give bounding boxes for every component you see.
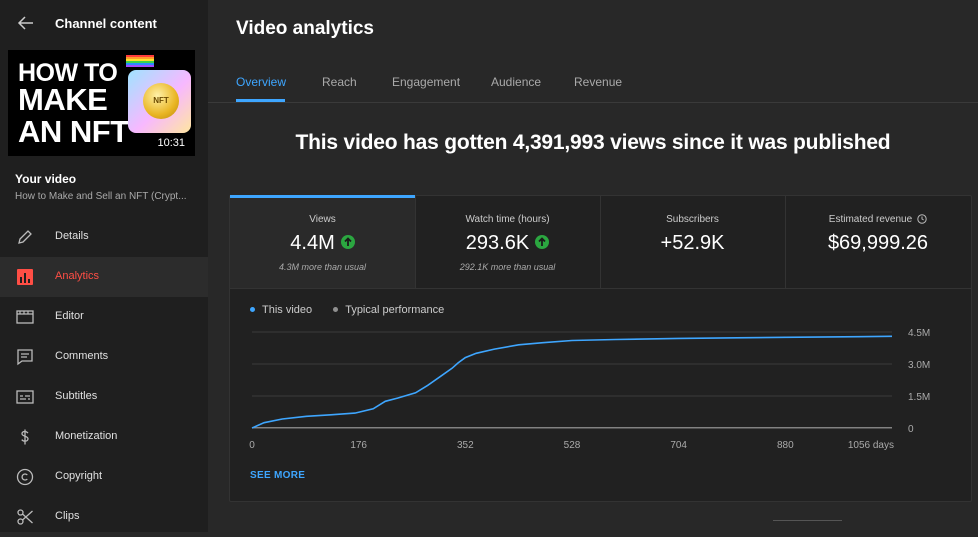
- tab-revenue[interactable]: Revenue: [574, 75, 623, 89]
- sidebar-item-label: Clips: [55, 510, 80, 522]
- tab-bar: Overview Reach Engagement Audience Reven…: [208, 60, 978, 103]
- back-row: Channel content: [0, 0, 208, 46]
- thumbnail-text-line2: MAKE: [18, 82, 108, 117]
- legend-typical: Typical performance: [333, 304, 444, 316]
- x-tick-label: 0: [249, 440, 255, 451]
- tab-audience[interactable]: Audience: [491, 75, 542, 89]
- analytics-icon: [17, 269, 33, 285]
- sidebar-item-label: Details: [55, 230, 89, 242]
- stat-label: Watch time (hours): [465, 214, 550, 225]
- sidebar-item-label: Copyright: [55, 470, 103, 482]
- sidebar: Channel content HOW TO MAKE AN NFT NFT 1…: [0, 0, 208, 532]
- sidebar-item-clips[interactable]: Clips: [0, 497, 208, 537]
- stat-label-row: Estimated revenue: [785, 214, 971, 225]
- sidebar-item-label: Monetization: [55, 430, 118, 442]
- editor-icon: [16, 310, 34, 324]
- channel-content-title: Channel content: [55, 16, 157, 31]
- x-tick-label: 528: [564, 440, 581, 451]
- video-thumbnail[interactable]: HOW TO MAKE AN NFT NFT 10:31: [8, 50, 195, 156]
- trend-up-icon: [340, 234, 355, 249]
- stat-subscribers[interactable]: Subscribers +52.9K: [600, 196, 786, 289]
- pencil-icon: [18, 230, 32, 244]
- tab-engagement[interactable]: Engagement: [392, 75, 461, 89]
- page-title: Video analytics: [236, 18, 374, 39]
- see-more-link[interactable]: SEE MORE: [250, 470, 306, 481]
- comments-icon: [17, 349, 33, 366]
- sidebar-item-analytics[interactable]: Analytics: [0, 257, 208, 297]
- stat-value: $69,999.26: [827, 232, 929, 254]
- thumbnail-text-line3: AN NFT: [18, 114, 129, 149]
- nft-coin-icon: NFT: [143, 83, 179, 119]
- views-line-chart: 0 1.5M 3.0M 4.5M 0 176 352 528 704 880 1056 days: [249, 328, 930, 451]
- tab-overview[interactable]: Overview: [236, 75, 287, 89]
- sidebar-item-details[interactable]: Details: [0, 217, 208, 257]
- stat-comparison: 292.1K more than usual: [459, 262, 556, 272]
- legend-dot-icon: [333, 306, 339, 312]
- rainbow-flag-icon: [126, 55, 154, 67]
- x-tick-label: 176: [350, 440, 367, 451]
- stat-views[interactable]: Views 4.4M 4.3M more than usual: [230, 195, 416, 289]
- legend-dot-icon: [250, 306, 255, 312]
- stat-value: 293.6K: [465, 232, 530, 254]
- sidebar-item-label: Comments: [55, 350, 109, 362]
- sidebar-item-label: Editor: [55, 310, 84, 322]
- nft-coin-card: NFT: [128, 70, 191, 133]
- x-tick-label: 1056 days: [848, 440, 894, 451]
- subtitles-icon: [16, 390, 34, 404]
- y-tick-label: 1.5M: [908, 392, 930, 403]
- x-tick-label: 352: [457, 440, 474, 451]
- video-title[interactable]: How to Make and Sell an NFT (Crypt...: [15, 191, 187, 202]
- stat-label: Estimated revenue: [828, 214, 913, 225]
- y-tick-label: 3.0M: [908, 360, 930, 371]
- trend-up-icon: [535, 234, 550, 249]
- y-tick-label: 0: [908, 424, 914, 435]
- sidebar-item-monetization[interactable]: Monetization: [0, 417, 208, 457]
- stat-value-row: 293.6K: [415, 232, 600, 255]
- tab-reach[interactable]: Reach: [322, 75, 357, 89]
- your-video-label: Your video: [15, 172, 77, 186]
- sidebar-item-copyright[interactable]: Copyright: [0, 457, 208, 497]
- active-tab-indicator: [236, 99, 285, 102]
- stat-watch-time[interactable]: Watch time (hours) 293.6K 292.1K more th…: [415, 196, 601, 289]
- stat-label: Subscribers: [666, 214, 719, 225]
- legend-label: This video: [262, 304, 313, 316]
- sidebar-item-label: Subtitles: [55, 390, 98, 402]
- x-tick-label: 880: [777, 440, 794, 451]
- video-duration: 10:31: [153, 136, 189, 150]
- stat-value-row: 4.4M: [230, 232, 415, 255]
- selected-stat-indicator: [230, 195, 415, 198]
- scroll-handle[interactable]: [773, 520, 842, 521]
- y-tick-label: 4.5M: [908, 328, 930, 339]
- thumbnail-text-line1: HOW TO: [18, 59, 118, 87]
- stat-value: +52.9K: [660, 232, 725, 254]
- stat-label: Views: [309, 214, 336, 225]
- analytics-card: Views 4.4M 4.3M more than usual Watch ti…: [229, 195, 972, 502]
- stat-value: 4.4M: [290, 232, 335, 254]
- sidebar-item-comments[interactable]: Comments: [0, 337, 208, 377]
- chart-legend: This video Typical performance: [250, 304, 462, 316]
- scissors-icon: [17, 509, 33, 525]
- sidebar-item-editor[interactable]: Editor: [0, 297, 208, 337]
- legend-this-video: This video: [250, 304, 312, 316]
- dollar-icon: [21, 429, 29, 445]
- back-arrow-icon[interactable]: [16, 13, 36, 33]
- copyright-icon: [16, 468, 34, 486]
- x-tick-label: 704: [670, 440, 687, 451]
- clock-icon[interactable]: [917, 214, 927, 225]
- stat-estimated-revenue[interactable]: Estimated revenue $69,999.26: [785, 196, 971, 289]
- main-panel: Video analytics Overview Reach Engagemen…: [208, 0, 978, 532]
- series-line-this-video: [251, 335, 893, 429]
- sidebar-item-label: Analytics: [55, 270, 100, 282]
- sidebar-item-subtitles[interactable]: Subtitles: [0, 377, 208, 417]
- legend-label: Typical performance: [345, 304, 445, 316]
- views-headline: This video has gotten 4,391,993 views si…: [295, 131, 891, 154]
- stat-comparison: 4.3M more than usual: [278, 262, 367, 272]
